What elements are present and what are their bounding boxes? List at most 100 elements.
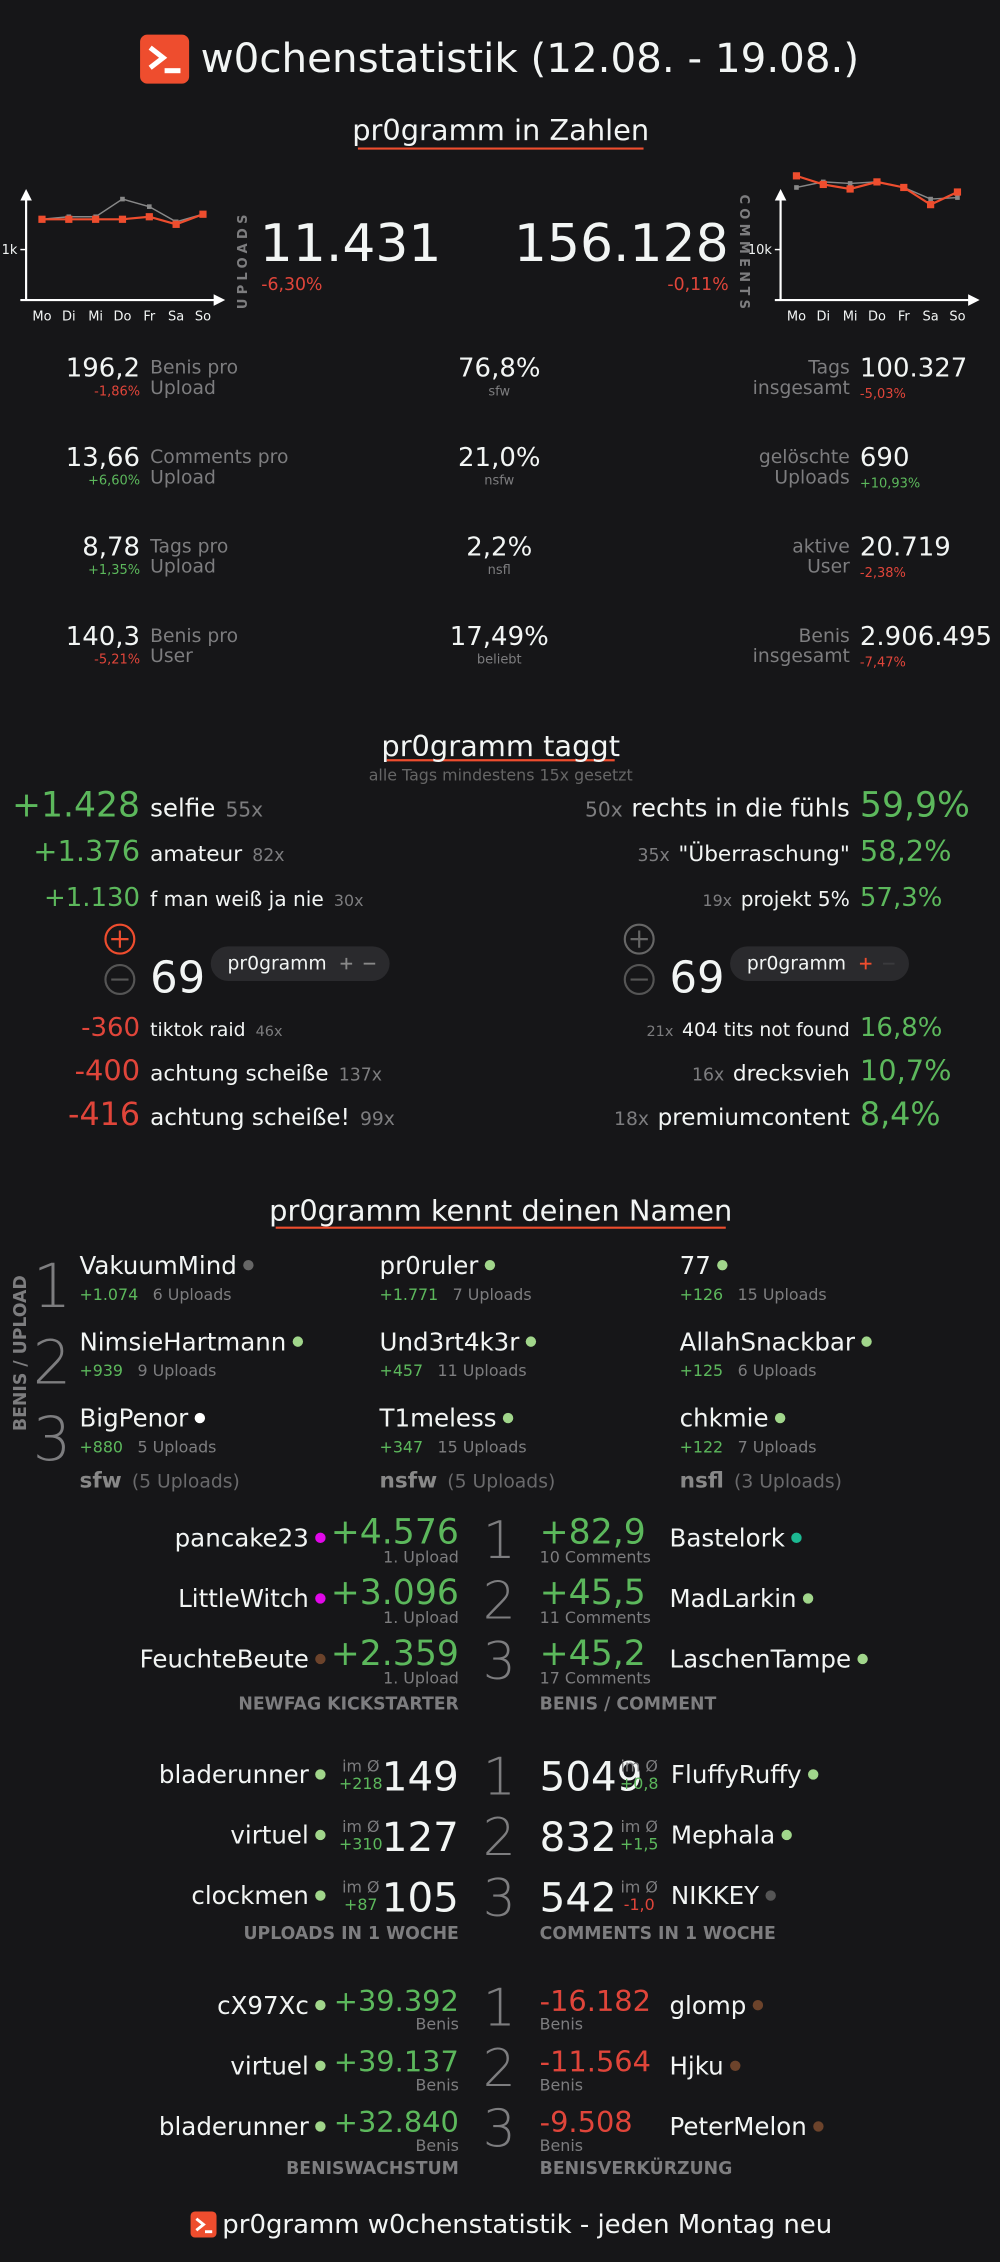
text-part: 21x	[647, 1024, 674, 1040]
board-sub: 10 Comments	[540, 1547, 651, 1566]
tag-line: achtung scheiße 137x	[150, 1062, 382, 1087]
board-value: 832	[540, 1814, 617, 1861]
section-title: pr0gramm in Zahlen	[352, 113, 649, 147]
text-part: +1.074	[79, 1285, 138, 1304]
change: -7,47%	[860, 655, 906, 670]
tag-line: amateur 82x	[150, 842, 284, 867]
text-part: amateur	[150, 842, 242, 867]
tag-plus	[859, 957, 872, 970]
text-part: +347	[380, 1438, 424, 1457]
tag-score: -400	[75, 1054, 140, 1088]
x-tick-label: Mo	[32, 309, 51, 324]
point	[92, 215, 100, 223]
rank: 3	[483, 2100, 516, 2160]
board-value: +32.840	[334, 2105, 459, 2139]
vote-up-icon	[111, 930, 129, 948]
stat-label: sfw	[488, 384, 510, 399]
board-sub: Benis	[540, 2015, 583, 2034]
user-name: 77	[680, 1251, 711, 1280]
board-sub: 1. Upload	[383, 1547, 459, 1566]
column-footer: sfw (5 Uploads)	[79, 1468, 239, 1493]
header-icon	[140, 34, 190, 84]
text-part: 404 tits not found	[682, 1020, 850, 1041]
rank: 1	[483, 1748, 516, 1808]
x-tick-label: Di	[816, 309, 830, 324]
user-name: FluffyRuffy	[671, 1760, 802, 1789]
board-title: NEWFAG KICKSTARTER	[238, 1694, 459, 1714]
point	[846, 185, 854, 193]
tag-pill	[210, 946, 390, 981]
change: -5,03%	[860, 387, 906, 402]
page-title: w0chenstatistik (12.08. - 19.08.)	[201, 35, 859, 82]
board-value: -16.182	[540, 1984, 651, 2018]
text-part: +880	[79, 1438, 123, 1457]
tag-score: 58,2%	[860, 834, 952, 868]
tag-line: f man weiß ja nie 30x	[150, 887, 363, 911]
tag-line: 35x "Überraschung"	[638, 841, 850, 867]
text-part: sfw	[79, 1468, 121, 1493]
text-part: +125	[680, 1361, 724, 1380]
text-part: projekt 5%	[741, 887, 850, 911]
avg-value: -1,0	[624, 1895, 655, 1914]
point	[873, 178, 881, 186]
board-title: BENISVERKÜRZUNG	[540, 2157, 733, 2179]
board-value: +39.392	[334, 1984, 459, 2018]
user-stats: +347 15 Uploads	[380, 1438, 527, 1457]
avg-label: im Ø	[342, 1817, 379, 1836]
user-dot	[315, 1532, 326, 1544]
board-sub: Benis	[416, 2136, 459, 2155]
stat-label: Tags	[807, 358, 850, 379]
tag-line: selfie 55x	[150, 794, 263, 823]
change: +10,93%	[860, 477, 920, 492]
user-stats: +1.771 7 Uploads	[380, 1285, 532, 1304]
tag-score: 69	[150, 954, 205, 1004]
footer-icon	[190, 2211, 217, 2238]
user-name: bladerunner	[159, 2112, 310, 2141]
text-part: +1.771	[380, 1285, 439, 1304]
stat-label: Upload	[150, 378, 216, 399]
stat-value: 100.327	[860, 354, 967, 384]
stat-value: 13,66	[66, 443, 140, 473]
tag-score: 69	[670, 954, 725, 1004]
user-stats: +125 6 Uploads	[680, 1361, 817, 1380]
point	[65, 215, 73, 223]
text-part: 15 Uploads	[738, 1285, 827, 1304]
user-dot	[861, 1336, 872, 1347]
tag-score: +1.376	[33, 834, 140, 868]
text-part: 46x	[256, 1024, 283, 1040]
board-sub: Benis	[416, 2075, 459, 2094]
rank: 2	[483, 1572, 516, 1632]
x-tick-label: So	[949, 309, 965, 324]
big-number: 11.431	[260, 214, 442, 274]
stat-label: Benis pro	[150, 626, 238, 647]
point	[172, 220, 180, 228]
user-dot	[813, 2121, 824, 2132]
stat-label: Upload	[150, 557, 216, 578]
rank: 2	[483, 2039, 516, 2099]
board-value: -11.564	[540, 2045, 651, 2079]
user-stats: +1.074 6 Uploads	[79, 1285, 231, 1304]
tag-score: -360	[81, 1013, 140, 1043]
board-value: +39.137	[334, 2045, 459, 2079]
avg-label: im Ø	[342, 1757, 379, 1776]
point	[145, 213, 153, 221]
user-name: FeuchteBeute	[140, 1645, 309, 1674]
user-name: LaschenTampe	[670, 1645, 852, 1674]
board-value: 5049	[540, 1753, 643, 1800]
board-value: 127	[382, 1814, 459, 1861]
axis-arrow	[968, 294, 980, 306]
change: +6,60%	[88, 474, 140, 489]
user-stats: +457 11 Uploads	[380, 1361, 527, 1380]
avg-value: +310	[339, 1834, 383, 1853]
vote-down	[623, 964, 655, 996]
board-value: +82,9	[540, 1513, 646, 1553]
stat-value: 21,0%	[458, 443, 540, 473]
text-part: (3 Uploads)	[734, 1471, 842, 1492]
text-part: 137x	[339, 1066, 382, 1086]
axis-arrow	[213, 294, 226, 306]
x-tick-label: Sa	[923, 309, 939, 324]
user-dot	[315, 2060, 326, 2071]
user-name: Bastelork	[670, 1523, 786, 1552]
board-sub: 17 Comments	[540, 1669, 651, 1688]
x-tick-label: Mi	[843, 309, 858, 324]
